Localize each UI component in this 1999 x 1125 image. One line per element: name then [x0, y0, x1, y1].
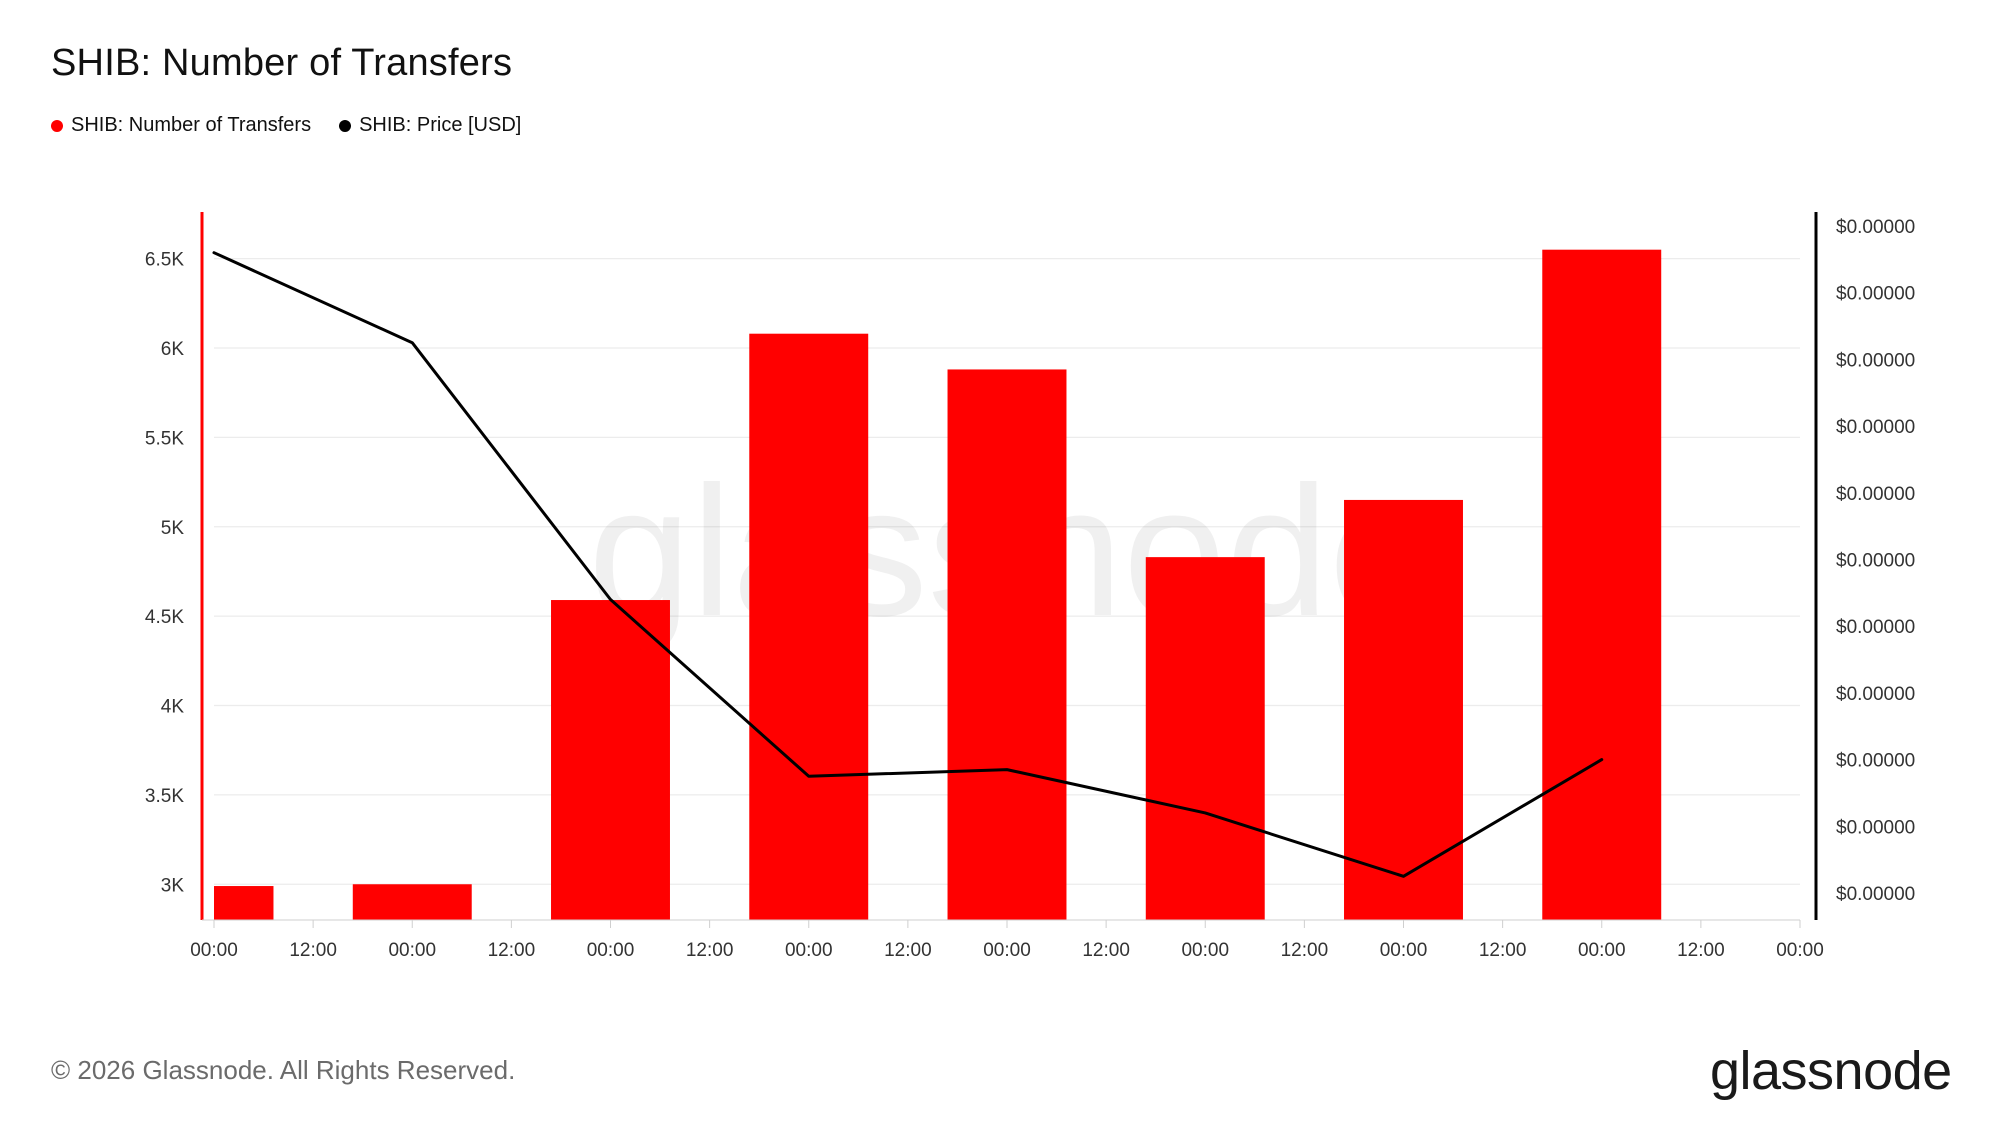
x-tick-label: 12:00	[488, 940, 536, 961]
x-tick-label: 12:00	[1082, 940, 1130, 961]
right-tick-label: $0.00000	[1836, 751, 1915, 772]
x-tick-label: 00:00	[983, 940, 1031, 961]
x-tick-label: 00:00	[1380, 940, 1428, 961]
legend-item-price[interactable]: SHIB: Price [USD]	[339, 114, 521, 137]
left-tick-label: 6.5K	[145, 250, 184, 271]
right-tick-label: $0.00000	[1836, 284, 1915, 305]
chart-legend: SHIB: Number of Transfers SHIB: Price [U…	[51, 114, 521, 137]
axes	[200, 212, 1818, 928]
x-tick-label: 12:00	[1677, 940, 1725, 961]
x-tick-label: 00:00	[190, 940, 238, 961]
right-tick-label: $0.00000	[1836, 884, 1915, 905]
bar-series	[214, 249, 1662, 920]
left-tick-label: 4K	[161, 697, 185, 718]
transfer-bar	[947, 369, 1067, 920]
tick-labels: 3K 3.5K 4K 4.5K 5K 5.5K 6K 6.5K $0.00000 $0.00000…	[145, 217, 1915, 961]
transfer-bar	[551, 600, 670, 920]
chart-title: SHIB: Number of Transfers	[51, 42, 513, 84]
left-tick-label: 3K	[161, 875, 185, 896]
copyright-text: © 2026 Glassnode. All Rights Reserved.	[51, 1055, 516, 1085]
left-tick-label: 4.5K	[145, 607, 184, 628]
right-tick-label: $0.00000	[1836, 350, 1915, 371]
transfer-bar	[749, 333, 869, 920]
x-tick-label: 00:00	[388, 940, 436, 961]
black-circle-icon	[339, 119, 352, 132]
left-tick-label: 3.5K	[145, 786, 184, 807]
legend-label-transfers: SHIB: Number of Transfers	[71, 114, 312, 136]
right-tick-label: $0.00000	[1836, 684, 1915, 705]
transfer-bar	[1145, 557, 1265, 920]
price-line-series	[212, 251, 1604, 878]
transfer-bar	[352, 884, 472, 920]
transfer-bar	[1344, 499, 1463, 920]
red-circle-icon	[51, 119, 63, 132]
left-tick-label: 5.5K	[145, 428, 184, 449]
right-tick-label: $0.00000	[1836, 484, 1915, 505]
x-tick-label: 00:00	[1578, 940, 1626, 961]
x-tick-label: 12:00	[1281, 940, 1329, 961]
x-tick-label: 00:00	[785, 940, 833, 961]
x-tick-label: 12:00	[1479, 940, 1527, 961]
x-tick-label: 12:00	[686, 940, 734, 961]
transfer-bar	[1542, 249, 1662, 920]
price-line	[212, 251, 1604, 878]
legend-item-transfers[interactable]: SHIB: Number of Transfers	[51, 114, 311, 137]
legend-label-price: SHIB: Price [USD]	[359, 114, 522, 136]
right-tick-label: $0.00000	[1836, 817, 1915, 838]
transfer-bar	[214, 886, 274, 920]
left-tick-label: 6K	[161, 339, 185, 360]
x-tick-label: 00:00	[587, 940, 635, 961]
x-tick-label: 00:00	[1776, 940, 1824, 961]
right-tick-label: $0.00000	[1836, 551, 1915, 572]
x-tick-label: 12:00	[884, 940, 932, 961]
right-tick-label: $0.00000	[1836, 417, 1915, 438]
glassnode-logo[interactable]: glassnode	[1710, 1041, 1952, 1101]
right-tick-label: $0.00000	[1836, 617, 1915, 638]
right-tick-label: $0.00000	[1836, 217, 1915, 238]
left-tick-label: 5K	[161, 518, 185, 539]
x-tick-label: 12:00	[289, 940, 337, 961]
x-tick-label: 00:00	[1181, 940, 1229, 961]
